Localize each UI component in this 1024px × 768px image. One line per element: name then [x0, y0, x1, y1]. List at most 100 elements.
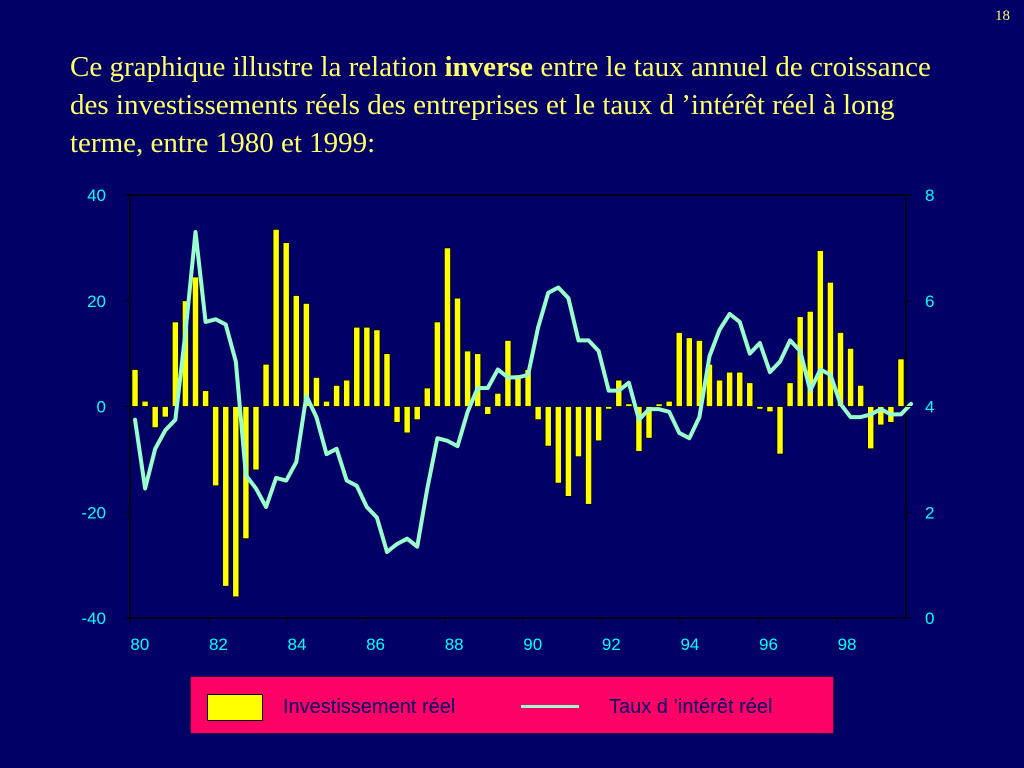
investment-bar: [826, 281, 834, 407]
legend-label-investment: Investissement réel: [283, 696, 456, 718]
investment-bar: [373, 329, 381, 407]
x-axis-labels: 80 82 84 86 88 90 92 94 96 98: [130, 635, 856, 654]
x-axis-tick-label: 90: [523, 635, 542, 654]
investment-bar: [544, 406, 552, 447]
right-axis-tick-label: 8: [925, 186, 934, 205]
investment-bar: [363, 326, 371, 407]
axis-ticks: [124, 194, 912, 624]
right-axis-tick-label: 0: [925, 609, 934, 628]
investment-bar: [816, 250, 824, 407]
investment-bar: [423, 387, 431, 407]
investment-bar: [665, 400, 673, 407]
investment-bar: [202, 390, 210, 407]
investment-bar: [272, 228, 280, 407]
investment-bar: [645, 406, 653, 439]
title-emphasis: inverse: [444, 51, 534, 83]
x-axis-tick-label: 94: [680, 635, 699, 654]
bar-series: [131, 228, 905, 598]
investment-bar: [726, 371, 734, 407]
title-part-2: entre le taux annuel de croissance des i…: [70, 51, 931, 159]
x-axis-tick-label: 92: [602, 635, 621, 654]
investment-bar: [262, 363, 270, 407]
investment-bar: [222, 406, 230, 587]
investment-bar: [554, 406, 562, 484]
slide-title: Ce graphique illustre la relation invers…: [70, 48, 970, 162]
left-axis-tick-label: 0: [97, 398, 106, 417]
investment-bar: [786, 382, 794, 407]
investment-bar: [776, 406, 784, 455]
x-axis-tick-label: 96: [759, 635, 778, 654]
title-part-1: Ce graphique illustre la relation: [70, 51, 445, 83]
legend-swatch-bar: [207, 694, 263, 721]
investment-bar: [131, 369, 139, 407]
legend-swatch-line: [521, 705, 579, 708]
investment-bar: [625, 403, 633, 407]
right-axis-tick-label: 6: [925, 292, 934, 311]
investment-bar: [756, 406, 764, 410]
investment-bar: [292, 295, 300, 407]
investment-bar: [534, 406, 542, 421]
legend: Investissement réel Taux d ’intérêt réel: [190, 676, 834, 734]
investment-bar: [474, 353, 482, 407]
investment-bar: [191, 276, 200, 407]
investment-bar: [615, 379, 623, 407]
investment-bar: [282, 242, 290, 407]
investment-bar: [343, 379, 351, 407]
investment-bar: [806, 310, 814, 407]
investment-bar: [746, 382, 754, 407]
investment-bar: [333, 384, 341, 407]
investment-bar: [232, 406, 240, 598]
investment-bar: [484, 406, 492, 415]
left-axis-tick-label: -40: [81, 609, 106, 628]
investment-bar: [766, 406, 774, 413]
investment-bar: [464, 350, 472, 407]
x-axis-tick-label: 88: [445, 635, 464, 654]
investment-bar: [847, 347, 855, 407]
left-axis-labels: 40 20 0 -20 -40: [81, 186, 106, 628]
investment-bar: [433, 321, 441, 407]
legend-label-interest-rate: Taux d ’intérêt réel: [609, 696, 773, 718]
investment-bar: [302, 302, 310, 407]
investment-bar: [514, 374, 522, 407]
investment-bar: [403, 406, 411, 434]
x-axis-tick-label: 86: [366, 635, 385, 654]
x-axis-tick-label: 98: [838, 635, 857, 654]
investment-bar: [353, 326, 361, 407]
investment-bar: [736, 371, 744, 407]
right-axis-tick-label: 4: [925, 398, 934, 417]
left-axis-tick-label: 40: [87, 186, 106, 205]
investment-bar: [574, 406, 582, 458]
investment-bar: [595, 406, 603, 442]
investment-bar: [867, 406, 875, 450]
investment-bar: [605, 406, 613, 410]
x-axis-tick-label: 82: [209, 635, 228, 654]
investment-bar: [564, 406, 572, 497]
investment-bar: [322, 400, 331, 407]
investment-bar: [897, 358, 905, 407]
interest-rate-line: [133, 230, 914, 554]
investment-bar: [635, 406, 643, 452]
investment-bar: [494, 392, 502, 407]
investment-bar: [212, 406, 220, 487]
right-axis-labels: 8 6 4 2 0: [925, 186, 934, 628]
investment-bar: [857, 384, 865, 407]
investment-bar: [383, 353, 391, 407]
investment-bar: [252, 406, 260, 471]
investment-bar: [161, 406, 169, 418]
left-axis-tick-label: 20: [87, 292, 106, 311]
investment-bar: [675, 332, 683, 407]
investment-bar: [716, 379, 724, 407]
investment-bar: [685, 337, 693, 407]
investment-bar: [655, 403, 663, 407]
investment-bar: [141, 400, 149, 407]
investment-bar: [393, 406, 401, 423]
investment-bar: [585, 406, 593, 505]
right-axis-tick-label: 2: [925, 503, 934, 522]
investment-bar: [312, 377, 320, 407]
slide-number: 18: [995, 8, 1010, 24]
x-axis-tick-label: 80: [130, 635, 149, 654]
x-axis-tick-label: 84: [288, 635, 307, 654]
investment-bar: [151, 406, 159, 429]
investment-bar: [413, 406, 421, 421]
